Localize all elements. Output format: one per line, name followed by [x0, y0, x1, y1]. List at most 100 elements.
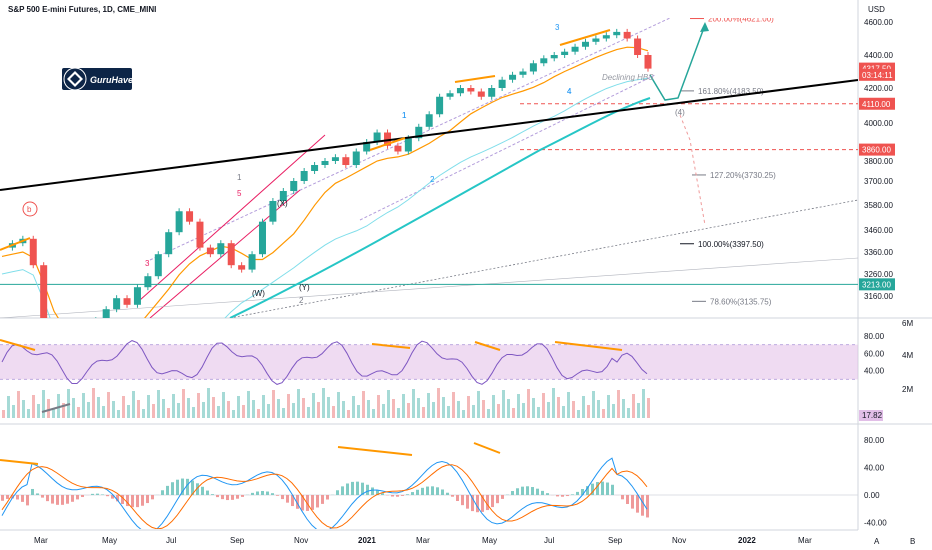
- rsi-tick-2: 40.00: [864, 367, 885, 376]
- time-tick-3: Sep: [230, 536, 245, 545]
- macd-hist-109: [546, 493, 549, 495]
- volume-bar-27: [137, 400, 140, 418]
- volume-bar-122: [612, 404, 615, 418]
- volume-bar-91: [457, 401, 460, 418]
- macd-pane[interactable]: [0, 442, 858, 532]
- wave-label-5: (W): [252, 289, 265, 298]
- rsi-pane[interactable]: [0, 339, 858, 418]
- footer-a-button[interactable]: A: [874, 537, 880, 546]
- volume-bar-3: [17, 391, 20, 418]
- macd-hist-62: [311, 495, 314, 510]
- price-tick-10: 3160.00: [864, 292, 893, 301]
- time-tick-12: Mar: [798, 536, 812, 545]
- volume-bar-37: [187, 398, 190, 418]
- time-tick-11: 2022: [738, 536, 756, 545]
- macd-hist-41: [206, 490, 209, 495]
- volume-bar-82: [412, 389, 415, 418]
- rsi-last-box: [859, 410, 883, 421]
- volume-bar-20: [102, 406, 105, 418]
- volume-bar-99: [497, 404, 500, 418]
- volume-bar-115: [577, 410, 580, 418]
- macd-hist-89: [446, 492, 449, 495]
- candle-body-49: [509, 74, 517, 80]
- macd-hist-119: [596, 482, 599, 495]
- macd-hist-72: [361, 482, 364, 495]
- volume-bar-21: [107, 392, 110, 418]
- macd-hist-103: [516, 488, 519, 495]
- macd-hist-93: [466, 495, 469, 509]
- volume-bar-33: [167, 408, 170, 418]
- macd-hist-48: [241, 495, 244, 497]
- macd-hist-98: [491, 495, 494, 508]
- volume-bar-98: [492, 395, 495, 418]
- macd-hist-15: [76, 495, 79, 500]
- time-tick-7: May: [482, 536, 497, 545]
- volume-bar-67: [337, 392, 340, 418]
- volume-bar-14: [72, 398, 75, 418]
- macd-hist-124: [621, 495, 624, 500]
- macd-hist-83: [416, 489, 419, 495]
- fib-label-4: 78.60%(3135.75): [710, 297, 772, 306]
- orange-moving-average: [1, 46, 649, 318]
- price-axis[interactable]: 4600.00 4400.00 4200.00 4000.00 3800.00 3700.…: [864, 18, 913, 528]
- macd-hist-37: [186, 478, 189, 495]
- wave-label-3: 1: [402, 111, 407, 120]
- macd-hist-53: [266, 491, 269, 495]
- volume-bar-123: [617, 390, 620, 418]
- footer-b-label[interactable]: B: [910, 537, 915, 546]
- macd-hist-81: [406, 494, 409, 495]
- candle-body-10: [102, 309, 110, 318]
- candle-body-41: [425, 114, 433, 127]
- time-axis[interactable]: Mar May Jul Sep Nov 2021 Mar May Jul Sep Nov 2022 Ma…: [34, 536, 812, 545]
- volume-bar-56: [282, 408, 285, 418]
- macd-hist-73: [366, 484, 369, 495]
- price-tick-9: 3260.00: [864, 270, 893, 279]
- rsi-line: [1, 340, 648, 385]
- macd-hist-51: [256, 491, 259, 495]
- volume-bar-55: [277, 399, 280, 418]
- wave-label-11: 4: [567, 87, 572, 96]
- footer-b-button[interactable]: B: [910, 537, 915, 546]
- wave-label-13: 1: [237, 173, 242, 182]
- candle-body-62: [644, 55, 652, 69]
- volume-bar-51: [257, 409, 260, 418]
- macd-hist-128: [641, 495, 644, 516]
- volume-bar-97: [487, 409, 490, 418]
- macd-hist-10: [51, 495, 54, 504]
- volume-bar-47: [237, 396, 240, 418]
- level-tag-4110-text: 4110.00: [862, 100, 891, 109]
- candle-body-12: [123, 298, 131, 305]
- price-tick-6: 3580.00: [864, 201, 893, 210]
- candle-body-33: [342, 157, 350, 165]
- macd-hist-2: [11, 495, 14, 499]
- candle-body-11: [113, 298, 121, 310]
- macd-hist-85: [426, 486, 429, 495]
- volume-bar-127: [637, 403, 640, 418]
- macd-hist-129: [646, 495, 649, 518]
- footer-a-label[interactable]: A: [874, 537, 880, 546]
- macd-hist-50: [251, 492, 254, 495]
- candle-body-53: [550, 55, 558, 59]
- candle-body-23: [238, 265, 246, 270]
- volume-bar-45: [227, 401, 230, 418]
- price-tick-1: 4400.00: [864, 51, 893, 60]
- volume-bar-113: [567, 392, 570, 418]
- macd-hist-20: [101, 494, 104, 495]
- volume-bar-53: [267, 404, 270, 418]
- price-pane[interactable]: 200.00%(4621.00) 161.80%(4183.50) 127.20%(…: [0, 3, 858, 449]
- candle-body-46: [477, 91, 485, 97]
- macd-hist-115: [576, 491, 579, 495]
- volume-bar-54: [272, 390, 275, 418]
- wave-label-8: 1: [402, 111, 407, 120]
- volume-bar-61: [307, 407, 310, 418]
- macd-hist-13: [66, 495, 69, 504]
- price-tick-0: 4600.00: [864, 18, 893, 27]
- macd-hist-121: [606, 482, 609, 495]
- projection-arrow-down: [679, 114, 706, 226]
- price-divergence-2: [454, 75, 496, 83]
- macd-hist-122: [611, 484, 614, 495]
- volume-bar-28: [142, 409, 145, 418]
- volume-bar-23: [117, 410, 120, 418]
- black-trendline: [0, 79, 858, 191]
- countdown-tag-box: [859, 68, 895, 81]
